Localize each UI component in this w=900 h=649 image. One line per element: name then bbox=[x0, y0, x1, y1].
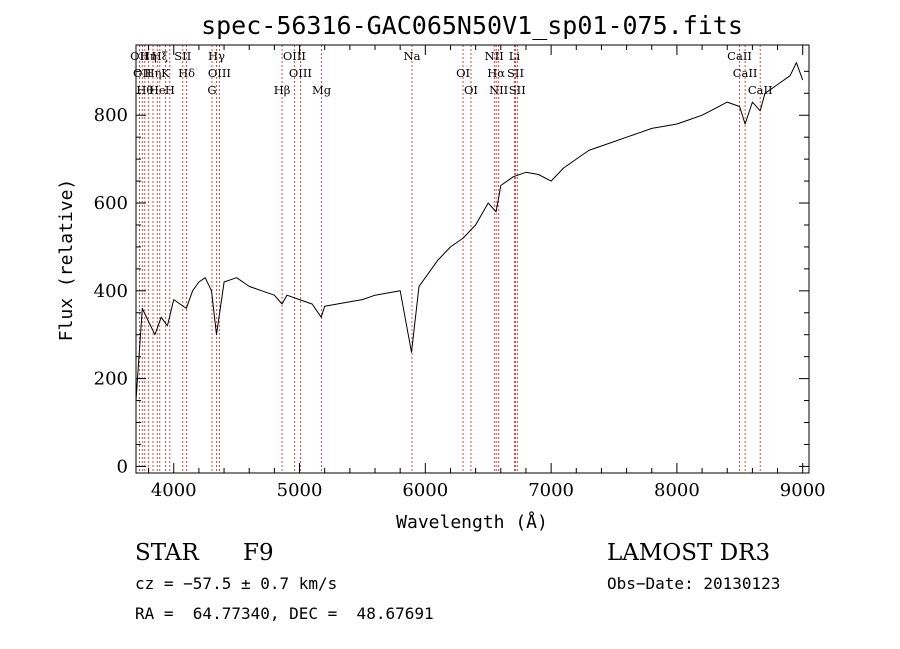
redshift-cz: cz = −57.5 ± 0.7 km/s bbox=[135, 574, 337, 593]
x-axis-ticks: 4000 5000 6000 7000 8000 9000 bbox=[149, 45, 826, 501]
line-marker-label: He bbox=[149, 83, 166, 97]
x-tick-label: 6000 bbox=[402, 480, 448, 501]
line-marker-label: Hα bbox=[487, 66, 505, 80]
line-marker-label: OIII bbox=[283, 49, 306, 63]
line-marker-label: Hδ bbox=[178, 66, 195, 80]
line-marker-label: CaII bbox=[727, 49, 752, 63]
plot-frame bbox=[136, 45, 809, 473]
line-marker-label: K bbox=[161, 66, 170, 80]
y-tick-label: 0 bbox=[117, 456, 128, 477]
line-marker-label: SII bbox=[509, 83, 526, 97]
x-tick-label: 8000 bbox=[654, 480, 700, 501]
line-marker-label: OIII bbox=[289, 66, 312, 80]
coordinates: RA = 64.77340, DEC = 48.67691 bbox=[135, 604, 434, 623]
line-marker-label: OI bbox=[464, 83, 478, 97]
chart-title: spec-56316-GAC065N50V1_sp01-075.fits bbox=[201, 11, 743, 40]
line-marker-label: OI bbox=[456, 66, 470, 80]
y-axis-ticks: 0 200 400 600 800 bbox=[94, 71, 809, 477]
line-marker-labels: OIIOIIHθHηHηHeHξKHSIIHδGHγOIIIHβOIIIOIII… bbox=[130, 49, 772, 97]
x-tick-label: 9000 bbox=[780, 480, 826, 501]
x-tick-label: 4000 bbox=[151, 480, 197, 501]
spectrum-series bbox=[136, 63, 803, 401]
x-tick-label: 7000 bbox=[528, 480, 574, 501]
x-axis-label: Wavelength (Å) bbox=[396, 511, 548, 533]
line-marker-label: Hξ bbox=[152, 49, 168, 63]
x-tick-label: 5000 bbox=[277, 480, 323, 501]
y-tick-label: 800 bbox=[94, 105, 128, 126]
y-tick-label: 400 bbox=[94, 281, 128, 302]
object-class: STAR bbox=[135, 540, 199, 566]
line-marker-label: G bbox=[207, 83, 216, 97]
y-tick-label: 600 bbox=[94, 193, 128, 214]
line-marker-label: Hη bbox=[145, 66, 162, 80]
line-marker-label: CaII bbox=[733, 66, 758, 80]
subclass: F9 bbox=[243, 540, 274, 566]
line-marker-label: H bbox=[165, 83, 175, 97]
spectrum-line bbox=[136, 63, 803, 401]
survey-name: LAMOST DR3 bbox=[607, 540, 770, 566]
line-marker-label: Mg bbox=[312, 83, 332, 97]
y-axis-label: Flux (relative) bbox=[56, 179, 77, 342]
line-marker-label: Li bbox=[509, 49, 521, 63]
line-marker-label: SII bbox=[507, 66, 524, 80]
y-tick-label: 200 bbox=[94, 369, 128, 390]
obs-date: Obs−Date: 20130123 bbox=[607, 574, 780, 593]
line-marker-label: OIII bbox=[208, 66, 231, 80]
line-markers bbox=[139, 45, 760, 473]
line-marker-label: NII bbox=[485, 49, 504, 63]
line-marker-label: Hγ bbox=[208, 49, 225, 63]
line-marker-label: Na bbox=[404, 49, 421, 63]
line-marker-label: SII bbox=[174, 49, 191, 63]
line-marker-label: NII bbox=[489, 83, 508, 97]
line-marker-label: Hβ bbox=[274, 83, 291, 97]
